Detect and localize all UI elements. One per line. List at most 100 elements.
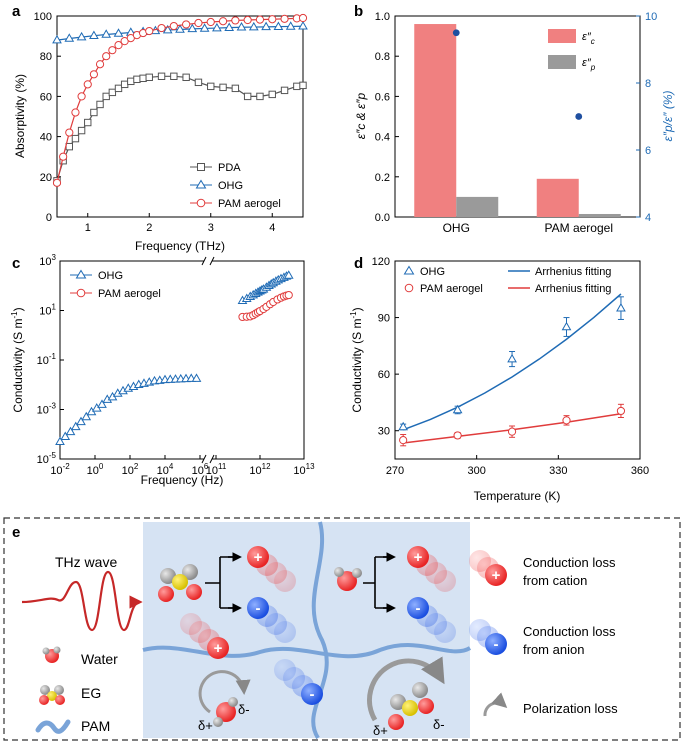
c-tick-base: 10 — [39, 306, 51, 318]
panel-e-label: e — [12, 524, 20, 541]
polarization-arrow-eg — [366, 656, 445, 722]
a-data-point — [162, 24, 173, 34]
d-xtick-label: 270 — [386, 465, 404, 477]
b-ytick-label: 0.8 — [375, 51, 390, 63]
b-bar — [578, 213, 621, 217]
delta-minus-water: δ- — [238, 702, 250, 717]
legend-ohg-marker — [195, 179, 207, 189]
a-data-point — [90, 108, 98, 117]
b-y2tick-label: 6 — [645, 145, 651, 157]
d-data-point — [453, 431, 462, 440]
thz-wave-label: THz wave — [55, 554, 117, 570]
a-series-line — [56, 75, 304, 181]
a-ytick-label: 100 — [34, 11, 52, 23]
c-tick-base: 10 — [39, 256, 51, 268]
c-data-point — [283, 270, 294, 279]
a-data-point — [224, 22, 235, 31]
a-data-point — [127, 77, 135, 86]
a-data-point — [157, 72, 166, 80]
delta-plus-eg: δ+ — [373, 723, 388, 738]
legend-ohg-label: OHG — [218, 180, 243, 192]
panel-b-y2label: ε″p/ε″ (%) — [661, 90, 675, 141]
a-data-point — [113, 28, 124, 37]
legend-eps-c-label: ε″c — [582, 31, 595, 46]
b-ytick-label: 0.0 — [375, 212, 390, 224]
c-data-point — [76, 416, 86, 426]
panel-c-xlabel: Frequency (Hz) — [141, 473, 224, 487]
polarization-loss-label: Polarization loss — [523, 701, 618, 716]
panel-d-xlabel: Temperature (K) — [474, 489, 561, 503]
a-data-point — [231, 16, 240, 25]
eg-molecule-polarizing — [388, 682, 434, 730]
panel-d-axes-frame — [394, 260, 641, 460]
panel-b-y2label-text: ε″p/ε″ (%) — [661, 90, 675, 141]
a-data-point — [77, 92, 86, 101]
cation-ion-trail — [207, 637, 229, 659]
a-ytick-label: 40 — [40, 132, 52, 144]
delta-minus-eg: δ- — [433, 717, 445, 732]
thz-wave-icon — [21, 570, 143, 632]
a-data-point — [273, 21, 284, 30]
legend-cation-icon: + — [469, 550, 507, 586]
a-xtick-label: 1 — [85, 222, 91, 234]
b-bar — [414, 24, 457, 217]
legend-pda-label: PDA — [218, 162, 241, 174]
legend-d-ohg-marker — [403, 265, 415, 275]
panel-c-series — [55, 270, 294, 445]
c-tick-exponent: -3 — [49, 402, 57, 411]
cation-ion-sign: + — [414, 549, 423, 566]
cation-ion-sign: + — [214, 640, 223, 657]
a-data-point — [243, 15, 252, 25]
a-data-point — [108, 88, 117, 97]
water-molecule-gel — [334, 567, 362, 591]
cation-ion-sign: + — [254, 549, 263, 566]
a-data-point — [187, 23, 198, 33]
c-tick-base: 10 — [206, 465, 218, 477]
a-data-point — [139, 74, 147, 83]
a-data-point — [65, 128, 74, 137]
water-label: Water — [81, 651, 118, 667]
anion-ion: - — [407, 597, 456, 643]
b-y2tick-label: 8 — [645, 78, 651, 90]
d-ytick-label: 30 — [378, 426, 390, 438]
c-axis-break-mark — [209, 256, 215, 266]
a-data-point — [280, 14, 289, 23]
a-data-point — [218, 17, 228, 26]
b-y2tick-label: 10 — [645, 11, 657, 23]
pam-chain-vertical — [311, 521, 329, 740]
c-tick-exponent: 2 — [134, 462, 139, 471]
a-data-point — [194, 18, 203, 28]
c-tick-exponent: 6 — [204, 462, 209, 471]
panel-a-ylabel: Absorptivity (%) — [13, 74, 27, 158]
panel-c-ylabel: Conductivity (S m-1) — [10, 307, 25, 412]
c-tick-exponent: -2 — [63, 462, 71, 471]
b-ratio-point — [575, 113, 583, 120]
c-ytick-label: 10-5 — [37, 451, 57, 466]
a-data-point — [71, 134, 80, 143]
c-tick-exponent: 4 — [169, 462, 174, 471]
a-data-point — [120, 80, 129, 89]
d-data-point — [452, 404, 463, 414]
d-ytick-label: 60 — [378, 369, 390, 381]
c-tick-base: 10 — [293, 465, 305, 477]
a-ytick-label: 80 — [40, 51, 52, 63]
c-data-point — [81, 411, 92, 421]
legend-pda-marker — [197, 163, 205, 171]
a-data-point — [77, 126, 86, 135]
legend-anion-icon-sign: - — [494, 636, 499, 653]
a-data-point — [261, 21, 271, 31]
polarization-legend-icon — [483, 692, 508, 717]
a-data-point — [231, 84, 240, 93]
a-data-point — [175, 24, 185, 33]
anion-ion-sign: - — [256, 600, 261, 617]
a-data-point — [243, 92, 252, 101]
legend-eps-c-swatch — [548, 29, 576, 43]
anion-ion: - — [247, 597, 296, 643]
a-data-point — [170, 72, 178, 80]
panel-a-legend: PDA OHG PAM aerogel — [190, 162, 281, 210]
panel-c-legend: OHG PAM aerogel — [70, 269, 161, 300]
c-xtick-label: 10-2 — [50, 462, 70, 477]
b-ytick-label: 1.0 — [375, 11, 390, 23]
a-xtick-label: 3 — [208, 222, 214, 234]
